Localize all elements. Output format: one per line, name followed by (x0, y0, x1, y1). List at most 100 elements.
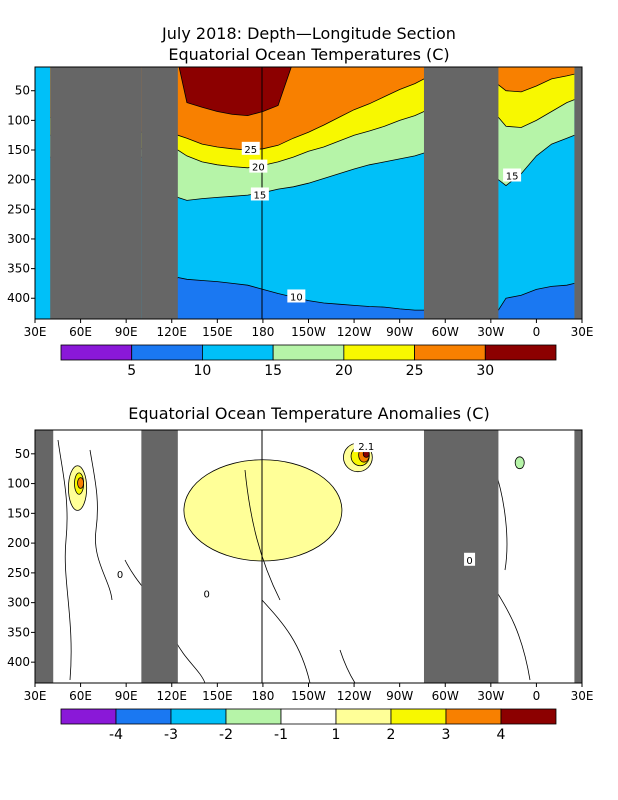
contour-label-bg (201, 586, 213, 600)
land-mask (141, 67, 178, 319)
colorbar-label: -4 (109, 727, 123, 743)
colorbar-swatch (60, 344, 133, 361)
colorbar-label: 25 (406, 363, 424, 379)
x-tick-label: 150E (202, 689, 233, 703)
colorbar-label: -2 (219, 727, 233, 743)
land-mask (35, 430, 54, 683)
chart2-y-axis: 50 100 150 200 250 300 350 400 (7, 447, 35, 669)
contour-label-bg (249, 159, 268, 173)
x-tick-label: 150E (202, 325, 233, 339)
x-tick-label: 30W (477, 689, 504, 703)
chart2-anomaly-fill (68, 442, 525, 562)
colorbar-swatch (335, 708, 392, 725)
colorbar-label: 20 (335, 363, 353, 379)
zero-contour (57, 439, 72, 681)
contour-label-bg (464, 552, 476, 566)
chart2-background (35, 430, 582, 683)
zero-contour (89, 449, 113, 601)
land-mask (574, 430, 582, 683)
contour-label: 20 (252, 163, 265, 174)
contour-label: 25 (244, 145, 257, 156)
x-tick-label: 120W (337, 689, 372, 703)
contour-label-bg (353, 439, 379, 453)
y-tick-label: 350 (7, 262, 30, 276)
contour-label: 15 (506, 172, 519, 183)
x-tick-label: 60E (69, 689, 92, 703)
chart2-contour-labels: 2.1 0 0 0 (114, 439, 476, 601)
x-tick-label: 90W (386, 325, 413, 339)
colorbar-swatch (170, 708, 227, 725)
y-tick-label: 250 (7, 202, 30, 216)
colorbar-swatch (272, 344, 345, 361)
colorbar-label: 30 (476, 363, 494, 379)
anomaly-region (514, 456, 525, 470)
zero-contour (339, 649, 356, 683)
x-tick-label: 30E (24, 325, 47, 339)
chart1-subtitle: Equatorial Ocean Temperatures (C) (168, 45, 449, 64)
y-tick-label: 50 (15, 84, 30, 98)
anomaly-region (77, 477, 85, 489)
x-tick-label: 90E (115, 325, 138, 339)
y-tick-label: 100 (7, 113, 30, 127)
y-tick-label: 150 (7, 506, 30, 520)
x-tick-label: 180 (251, 325, 274, 339)
y-tick-label: 250 (7, 566, 30, 580)
zero-contour (244, 469, 281, 601)
x-tick-label: 30E (24, 689, 47, 703)
colorbar-swatch (60, 708, 117, 725)
x-tick-label: 120E (157, 325, 188, 339)
x-tick-label: 180 (251, 689, 274, 703)
contour-label-bg (287, 289, 306, 303)
chart1-x-axis: 30E 60E 90E 120E 150E 180 150W 120W 90W 60W 30W 0 30… (24, 319, 594, 339)
x-tick-label: 30E (571, 325, 594, 339)
chart1-plot-area (35, 67, 582, 319)
x-tick-label: 150W (291, 325, 326, 339)
colorbar-swatch (115, 708, 172, 725)
layer-above-25 (50, 67, 575, 150)
chart2-x-axis: 30E 60E 90E 120E 150E 180 150W 120W 90W 60W 30W 0 30… (24, 683, 594, 703)
colorbar-label: -3 (164, 727, 178, 743)
x-tick-label: 60W (432, 689, 459, 703)
x-tick-label: 30E (571, 689, 594, 703)
x-tick-label: 90W (386, 689, 413, 703)
colorbar-swatch (484, 344, 557, 361)
chart2-title: Equatorial Ocean Temperature Anomalies (… (128, 404, 489, 423)
y-tick-label: 100 (7, 477, 30, 491)
colorbar-swatch (131, 344, 203, 361)
colorbar-swatch (500, 708, 557, 725)
chart1-land-masks (50, 67, 582, 319)
colorbar-swatch (445, 708, 502, 725)
contour-label-bg (114, 567, 126, 581)
colorbar-label: 10 (194, 363, 212, 379)
chart2-land-masks (35, 430, 582, 683)
x-tick-label: 150W (291, 689, 326, 703)
x-tick-label: 90E (115, 689, 138, 703)
contour-label-bg (241, 141, 260, 155)
colorbar-label: 3 (442, 727, 451, 743)
colorbar-swatch (225, 708, 282, 725)
y-tick-label: 200 (7, 173, 30, 187)
x-tick-label: 120E (157, 689, 188, 703)
y-tick-label: 50 (15, 447, 30, 461)
contour-label: 2.1 (358, 442, 374, 453)
colorbar-swatch (280, 708, 337, 725)
contour-label: 0 (466, 556, 472, 567)
chart1-colorbar: 5 10 15 20 25 30 (60, 344, 557, 379)
land-mask (50, 67, 142, 319)
y-tick-label: 400 (7, 655, 30, 669)
x-tick-label: 60E (69, 325, 92, 339)
y-tick-label: 200 (7, 536, 30, 550)
y-tick-label: 150 (7, 143, 30, 157)
anomaly-region (183, 459, 343, 562)
chart1-contour-labels: 25 20 15 15 10 (241, 141, 522, 303)
chart1-y-axis: 50 100 150 200 250 300 350 400 (7, 84, 35, 305)
colorbar-label: 4 (497, 727, 506, 743)
chart1-title: July 2018: Depth—Longitude Section (161, 24, 456, 43)
contour-label: 15 (254, 190, 267, 201)
land-mask (423, 430, 499, 683)
colorbar-label: 2 (387, 727, 396, 743)
x-tick-label: 30W (477, 325, 504, 339)
x-tick-label: 60W (432, 325, 459, 339)
chart2-colorbar: -4 -3 -2 -1 1 2 3 4 (60, 708, 557, 743)
